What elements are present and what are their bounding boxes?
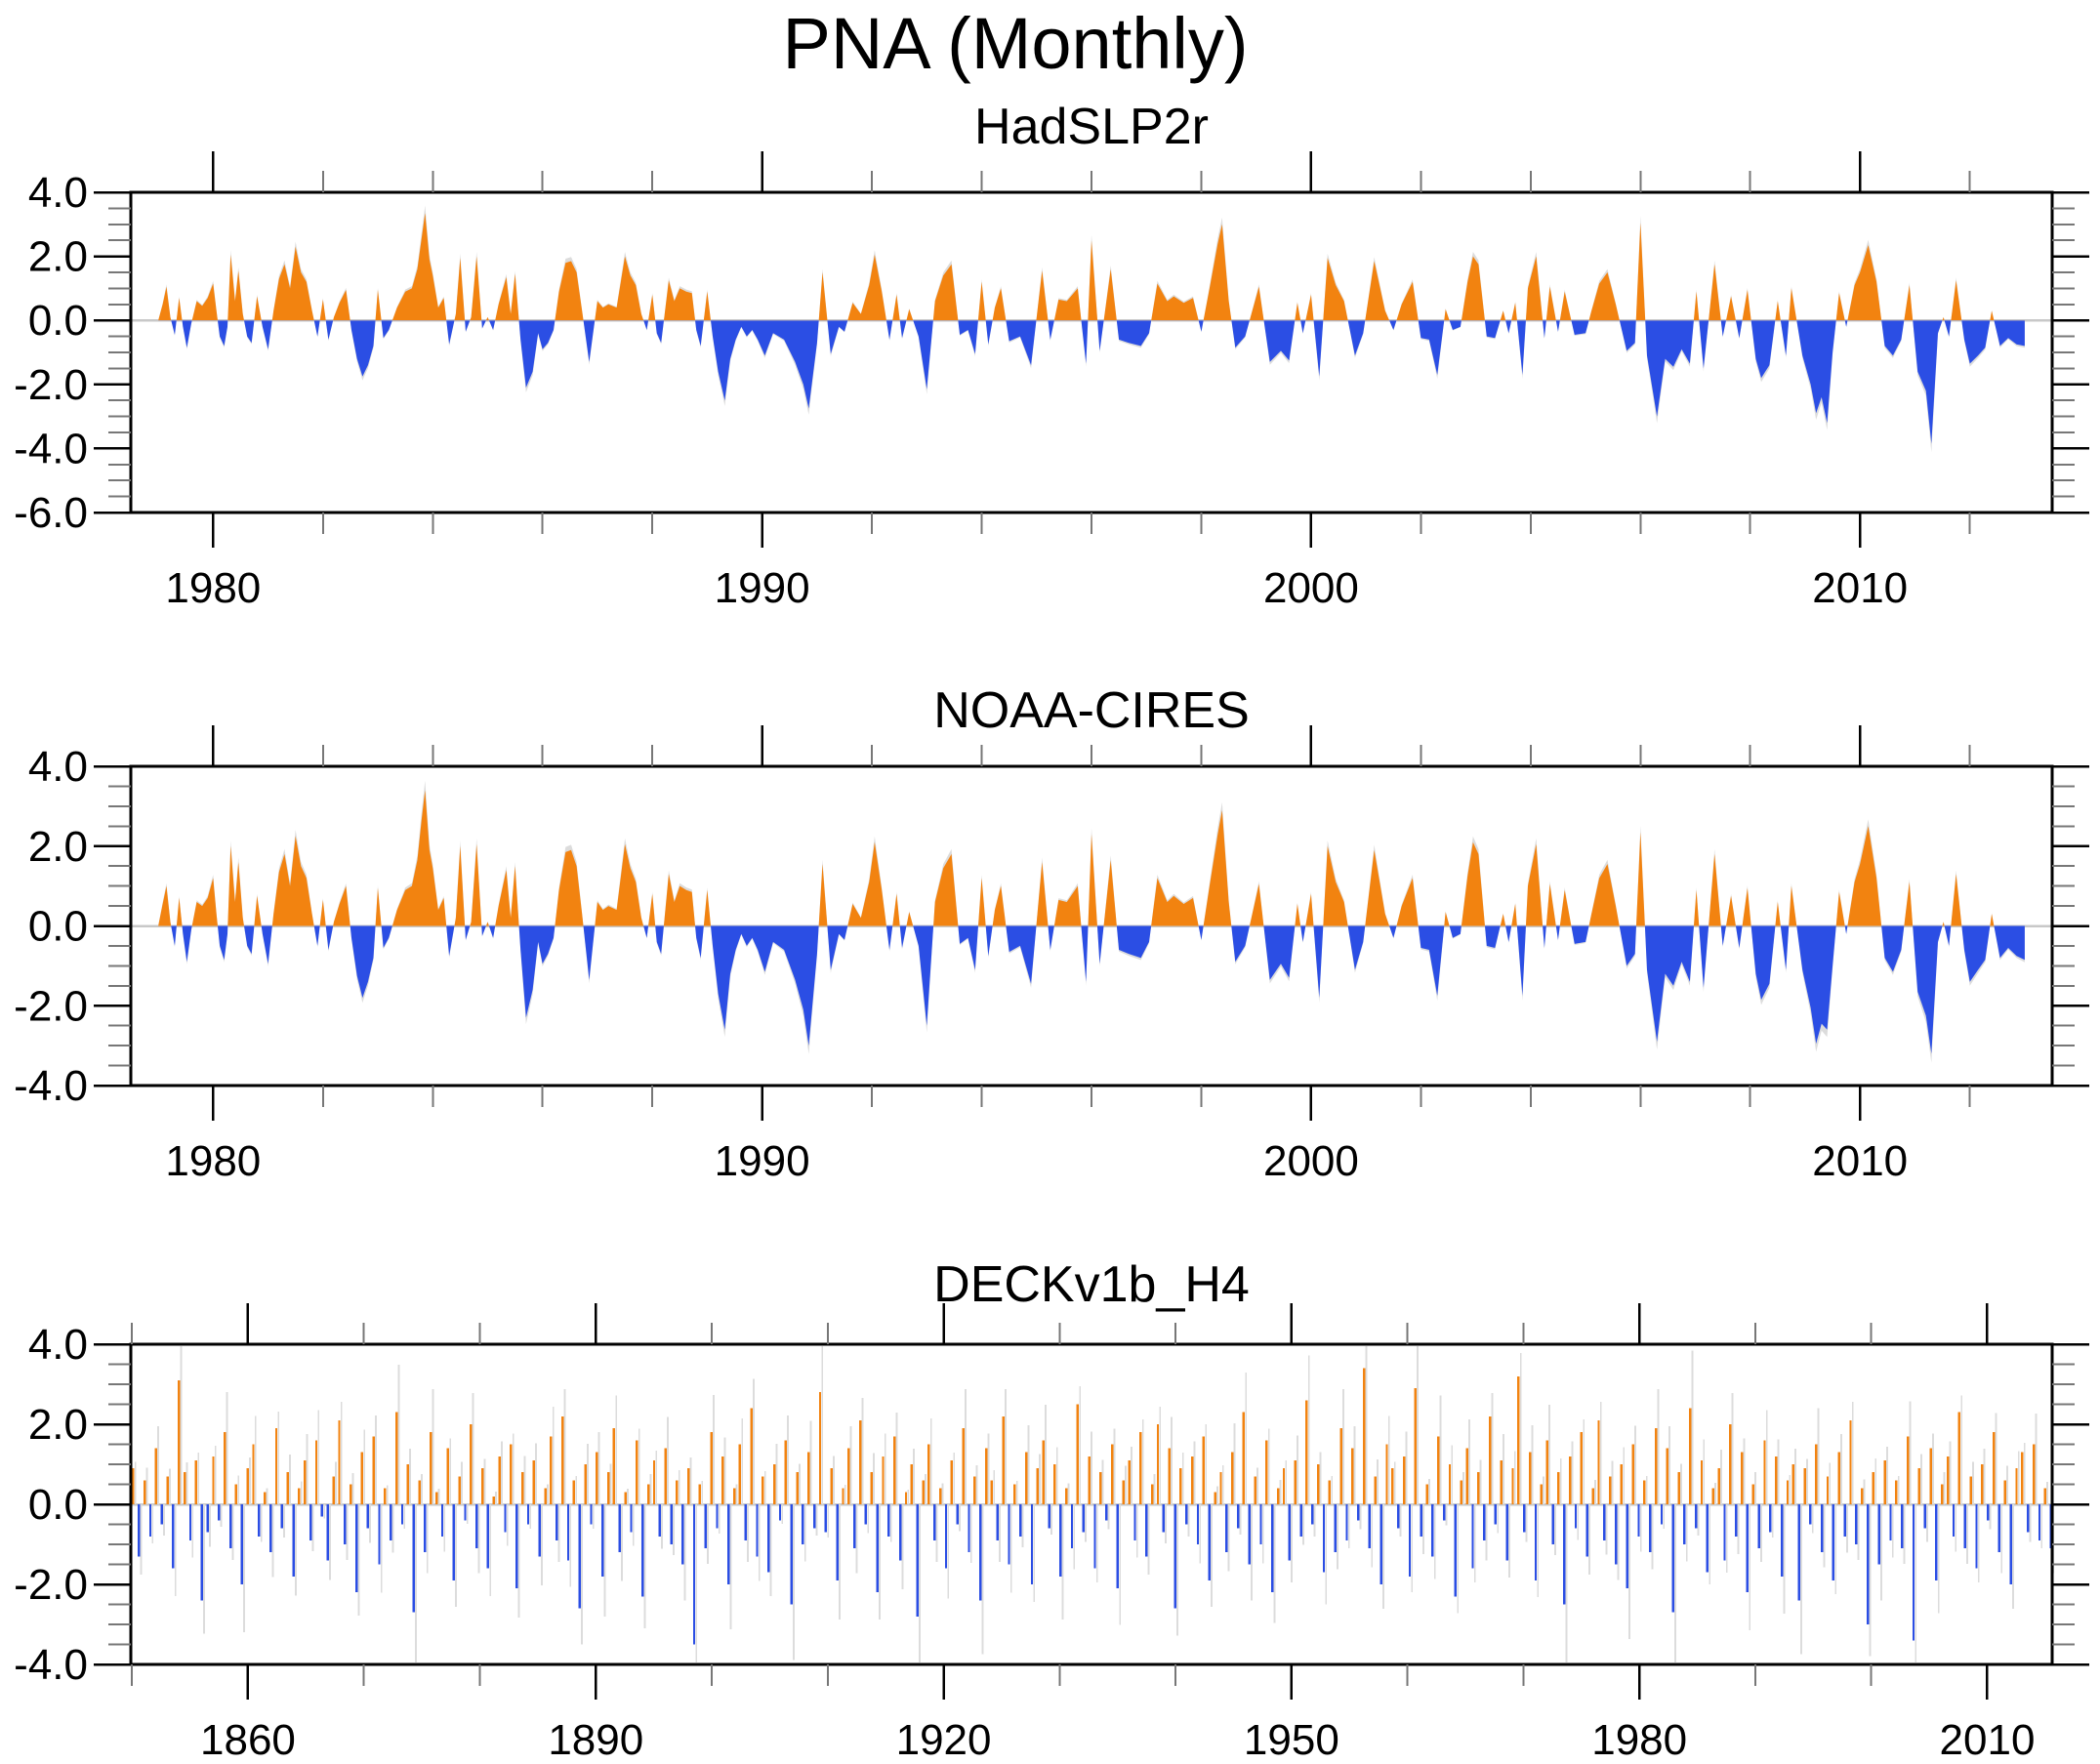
y-tick-label: 2.0 [28,823,88,871]
x-tick-label: 1980 [165,1137,261,1185]
y-tick-label: 2.0 [28,1401,88,1449]
y-tick-label: -2.0 [14,361,88,409]
series-negative-area [171,320,2025,444]
panel-title-noaa-cires: NOAA-CIRES [933,682,1250,739]
y-tick-label: -2.0 [14,1561,88,1609]
page-title: PNA (Monthly) [782,3,1249,84]
x-tick-label: 2000 [1263,1137,1359,1185]
y-tick-label: 4.0 [28,169,88,217]
y-axis: 4.0 2.0 0.0 -2.0 -4.0 [14,743,2089,1110]
x-tick-label: 2010 [1812,564,1908,612]
y-tick-label: -4.0 [14,1641,88,1689]
x-axis: 1980 1990 2000 2010 [165,725,1971,1185]
x-tick-label: 1860 [200,1716,296,1764]
series-negative-area [158,925,2025,1054]
series-positive-area [158,213,1995,321]
x-tick-label: 1980 [165,564,261,612]
x-axis: 1980 1990 2000 2010 [165,151,1971,612]
series-positive-area [158,790,2025,926]
y-tick-label: 0.0 [28,903,88,951]
x-tick-label: 2010 [1812,1137,1908,1185]
y-axis: 4.0 2.0 0.0 -2.0 -4.0 [14,1321,2089,1689]
bar-series [132,1346,2054,1662]
panel-title-hadslp2r: HadSLP2r [974,99,1209,155]
y-tick-label: 2.0 [28,233,88,281]
x-tick-label: 1950 [1244,1716,1339,1764]
y-tick-label: 4.0 [28,743,88,791]
x-tick-label: 1980 [1591,1716,1687,1764]
chart-panel-hadslp2r: 1980 1990 2000 2010 4.0 2.0 0.0 -2.0 -4.0 -6.0 [14,151,2089,612]
y-tick-label: 4.0 [28,1321,88,1369]
x-tick-label: 1920 [896,1716,992,1764]
y-tick-label: -2.0 [14,982,88,1030]
x-tick-label: 1990 [715,1137,810,1185]
y-tick-label: -4.0 [14,1062,88,1110]
x-tick-label: 2000 [1263,564,1359,612]
y-tick-label: -4.0 [14,425,88,472]
y-axis: 4.0 2.0 0.0 -2.0 -4.0 -6.0 [14,169,2089,537]
chart-panel-noaa-cires: 1980 1990 2000 2010 4.0 2.0 0.0 -2.0 -4.0 [14,725,2089,1185]
y-tick-label: -6.0 [14,489,88,537]
x-tick-label: 1990 [715,564,810,612]
y-tick-label: 0.0 [28,297,88,345]
panel-title-deckv1b-h4: DECKv1b_H4 [933,1256,1250,1313]
x-tick-label: 2010 [1940,1716,2036,1764]
y-tick-label: 0.0 [28,1481,88,1529]
x-tick-label: 1890 [548,1716,643,1764]
x-axis: 1860 1890 1920 1950 1980 2010 [131,1303,2036,1764]
chart-panel-deckv1b-h4: 1860 1890 1920 1950 1980 2010 4.0 2.0 0.0 -2.0 -4.… [14,1303,2089,1764]
